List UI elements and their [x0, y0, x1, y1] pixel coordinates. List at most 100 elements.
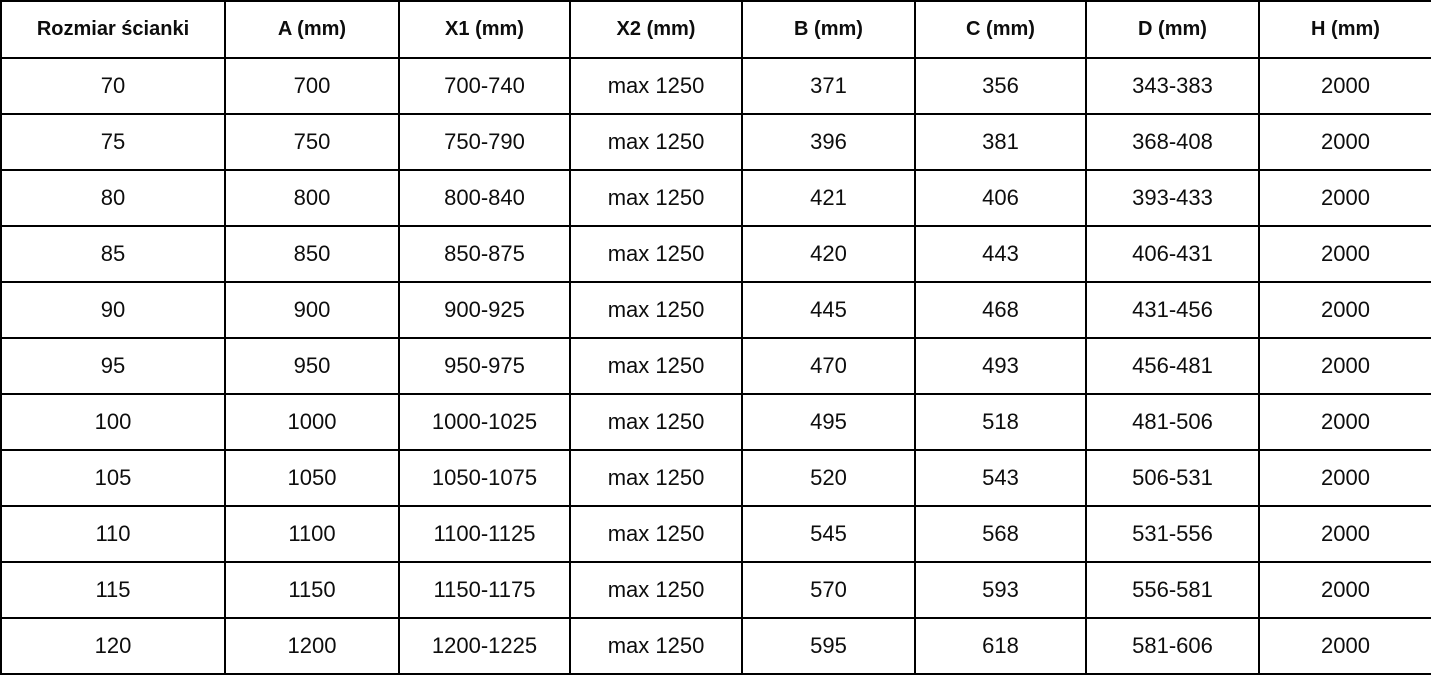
cell-a: 1000	[224, 393, 400, 451]
cell-h: 2000	[1258, 113, 1431, 171]
table-row: 80 800 800-840 max 1250 421 406 393-433 …	[0, 169, 1431, 227]
cell-h: 2000	[1258, 281, 1431, 339]
cell-size: 85	[0, 225, 226, 283]
table-row: 85 850 850-875 max 1250 420 443 406-431 …	[0, 225, 1431, 283]
table-row: 115 1150 1150-1175 max 1250 570 593 556-…	[0, 561, 1431, 619]
cell-x2: max 1250	[569, 505, 743, 563]
table-row: 100 1000 1000-1025 max 1250 495 518 481-…	[0, 393, 1431, 451]
table-row: 70 700 700-740 max 1250 371 356 343-383 …	[0, 57, 1431, 115]
cell-d: 481-506	[1085, 393, 1260, 451]
table-row: 105 1050 1050-1075 max 1250 520 543 506-…	[0, 449, 1431, 507]
column-header-x1: X1 (mm)	[398, 0, 571, 59]
cell-x1: 950-975	[398, 337, 571, 395]
table-body: 70 700 700-740 max 1250 371 356 343-383 …	[0, 57, 1431, 675]
cell-a: 1200	[224, 617, 400, 675]
cell-d: 393-433	[1085, 169, 1260, 227]
table-row: 120 1200 1200-1225 max 1250 595 618 581-…	[0, 617, 1431, 675]
cell-d: 506-531	[1085, 449, 1260, 507]
cell-h: 2000	[1258, 617, 1431, 675]
cell-b: 470	[741, 337, 916, 395]
cell-size: 100	[0, 393, 226, 451]
column-header-d: D (mm)	[1085, 0, 1260, 59]
cell-d: 456-481	[1085, 337, 1260, 395]
cell-h: 2000	[1258, 393, 1431, 451]
cell-c: 381	[914, 113, 1087, 171]
table-header: Rozmiar ścianki A (mm) X1 (mm) X2 (mm) B…	[0, 0, 1431, 59]
cell-a: 1100	[224, 505, 400, 563]
cell-d: 368-408	[1085, 113, 1260, 171]
cell-c: 443	[914, 225, 1087, 283]
cell-x1: 1100-1125	[398, 505, 571, 563]
column-header-a: A (mm)	[224, 0, 400, 59]
cell-x1: 900-925	[398, 281, 571, 339]
cell-b: 420	[741, 225, 916, 283]
cell-x2: max 1250	[569, 169, 743, 227]
table-row: 75 750 750-790 max 1250 396 381 368-408 …	[0, 113, 1431, 171]
cell-a: 1050	[224, 449, 400, 507]
cell-c: 356	[914, 57, 1087, 115]
cell-size: 80	[0, 169, 226, 227]
cell-a: 900	[224, 281, 400, 339]
cell-d: 556-581	[1085, 561, 1260, 619]
cell-h: 2000	[1258, 169, 1431, 227]
column-header-c: C (mm)	[914, 0, 1087, 59]
table-row: 110 1100 1100-1125 max 1250 545 568 531-…	[0, 505, 1431, 563]
cell-d: 531-556	[1085, 505, 1260, 563]
cell-c: 618	[914, 617, 1087, 675]
cell-size: 120	[0, 617, 226, 675]
cell-size: 75	[0, 113, 226, 171]
cell-h: 2000	[1258, 449, 1431, 507]
cell-d: 581-606	[1085, 617, 1260, 675]
cell-h: 2000	[1258, 505, 1431, 563]
cell-size: 105	[0, 449, 226, 507]
table-row: 95 950 950-975 max 1250 470 493 456-481 …	[0, 337, 1431, 395]
cell-size: 95	[0, 337, 226, 395]
cell-b: 545	[741, 505, 916, 563]
cell-x2: max 1250	[569, 57, 743, 115]
cell-h: 2000	[1258, 561, 1431, 619]
cell-d: 406-431	[1085, 225, 1260, 283]
cell-a: 750	[224, 113, 400, 171]
cell-x1: 1050-1075	[398, 449, 571, 507]
cell-size: 110	[0, 505, 226, 563]
cell-b: 396	[741, 113, 916, 171]
cell-c: 593	[914, 561, 1087, 619]
cell-x1: 1000-1025	[398, 393, 571, 451]
cell-c: 543	[914, 449, 1087, 507]
cell-b: 445	[741, 281, 916, 339]
cell-h: 2000	[1258, 337, 1431, 395]
column-header-x2: X2 (mm)	[569, 0, 743, 59]
cell-x1: 1200-1225	[398, 617, 571, 675]
cell-x2: max 1250	[569, 225, 743, 283]
cell-x2: max 1250	[569, 561, 743, 619]
cell-c: 406	[914, 169, 1087, 227]
header-row: Rozmiar ścianki A (mm) X1 (mm) X2 (mm) B…	[0, 0, 1431, 59]
cell-b: 495	[741, 393, 916, 451]
cell-a: 1150	[224, 561, 400, 619]
cell-x1: 700-740	[398, 57, 571, 115]
cell-d: 343-383	[1085, 57, 1260, 115]
cell-h: 2000	[1258, 57, 1431, 115]
cell-c: 493	[914, 337, 1087, 395]
cell-c: 568	[914, 505, 1087, 563]
column-header-h: H (mm)	[1258, 0, 1431, 59]
cell-x2: max 1250	[569, 393, 743, 451]
cell-x2: max 1250	[569, 113, 743, 171]
cell-x1: 800-840	[398, 169, 571, 227]
cell-a: 850	[224, 225, 400, 283]
cell-x2: max 1250	[569, 281, 743, 339]
cell-b: 421	[741, 169, 916, 227]
table-row: 90 900 900-925 max 1250 445 468 431-456 …	[0, 281, 1431, 339]
cell-b: 520	[741, 449, 916, 507]
cell-d: 431-456	[1085, 281, 1260, 339]
cell-size: 70	[0, 57, 226, 115]
cell-c: 518	[914, 393, 1087, 451]
cell-x1: 1150-1175	[398, 561, 571, 619]
cell-x1: 750-790	[398, 113, 571, 171]
cell-x2: max 1250	[569, 617, 743, 675]
cell-x1: 850-875	[398, 225, 571, 283]
cell-b: 371	[741, 57, 916, 115]
cell-a: 800	[224, 169, 400, 227]
cell-h: 2000	[1258, 225, 1431, 283]
